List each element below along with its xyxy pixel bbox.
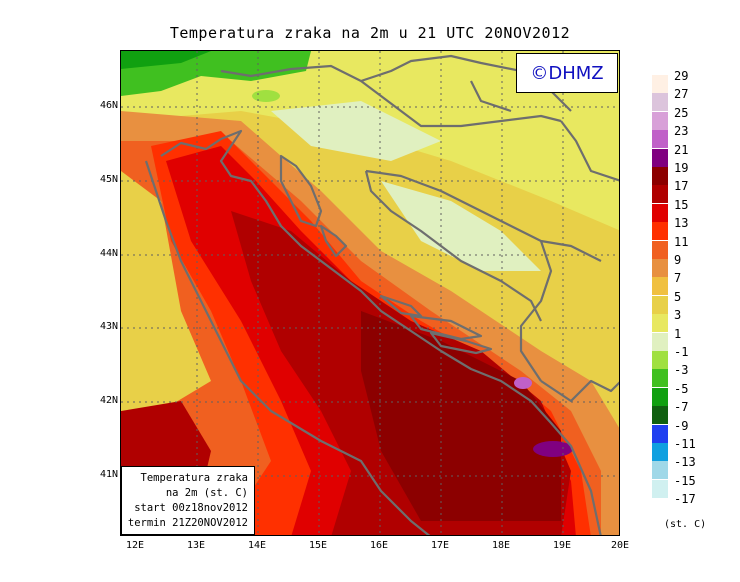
legend-swatch <box>652 498 668 517</box>
map-title: Temperatura zraka na 2m u 21 UTC 20NOV20… <box>169 24 571 42</box>
lon-label-13e: 13E <box>186 540 206 551</box>
legend-swatch <box>652 259 668 277</box>
legend-label: 7 <box>674 271 682 286</box>
legend-label: -7 <box>674 400 689 415</box>
legend-swatch <box>652 351 668 369</box>
legend-label: -17 <box>674 492 696 507</box>
legend-swatch <box>652 314 668 333</box>
legend-label: -11 <box>674 437 696 451</box>
legend-label: 23 <box>674 124 689 139</box>
lon-label-16e: 16E <box>369 540 389 551</box>
legend-label: -15 <box>674 473 696 488</box>
legend-swatch <box>652 424 668 443</box>
legend-swatch <box>652 111 668 130</box>
lon-label-12e: 12E <box>125 540 145 551</box>
legend-label: -9 <box>674 418 689 433</box>
legend-swatch <box>652 295 668 314</box>
legend-swatch <box>652 93 668 112</box>
field-warm-spot-small <box>514 377 532 389</box>
lon-label-19e: 19E <box>552 540 572 551</box>
temperature-map <box>120 50 620 536</box>
legend-swatch <box>652 369 668 388</box>
field-pale-north <box>271 101 441 161</box>
legend-swatch <box>652 461 668 480</box>
lat-label-42n: 42N <box>99 395 118 406</box>
legend-swatch <box>652 203 668 222</box>
legend-swatch <box>652 148 668 167</box>
legend-label: 25 <box>674 105 689 120</box>
info-line-start: start 00z18nov2012 <box>134 502 248 514</box>
field-warm-spot-east <box>533 441 573 457</box>
temperature-field <box>121 51 619 535</box>
legend-swatch <box>652 185 668 204</box>
legend-swatch <box>652 240 668 259</box>
info-box: Temperatura zraka na 2m (st. C) start 00… <box>121 466 255 535</box>
info-line-variable: Temperatura zraka <box>140 472 248 484</box>
legend-label: 29 <box>674 69 689 83</box>
legend-label: 15 <box>674 197 689 212</box>
legend-label: 1 <box>674 326 682 341</box>
legend-swatch <box>652 222 668 241</box>
legend-label: 5 <box>674 289 682 304</box>
field-darkest-red <box>361 311 561 521</box>
legend-label: -13 <box>674 455 696 470</box>
field-north-yellow <box>121 51 619 231</box>
info-line-termin: termin 21Z20NOV2012 <box>127 517 248 529</box>
legend-swatch <box>652 75 668 93</box>
legend-swatch <box>652 406 668 425</box>
lat-label-43n: 43N <box>99 321 118 332</box>
legend-label: 19 <box>674 161 689 175</box>
legend-label: -5 <box>674 381 689 396</box>
info-line-units: na 2m (st. C) <box>165 487 248 499</box>
legend-swatch <box>652 130 668 149</box>
legend-label: 11 <box>674 234 689 249</box>
coastlines <box>144 129 602 535</box>
legend-units: (st. C) <box>664 519 707 530</box>
legend-label: 21 <box>674 142 689 157</box>
lat-label-41n: 41N <box>99 469 118 480</box>
lon-label-15e: 15E <box>308 540 328 551</box>
lon-label-20e: 20E <box>610 540 630 551</box>
legend-label: 13 <box>674 216 689 231</box>
legend-swatch <box>652 479 668 498</box>
dhmz-logo: ©DHMZ <box>516 53 618 93</box>
legend-swatch <box>652 387 668 406</box>
legend-swatch <box>652 167 668 185</box>
legend-label: -1 <box>674 345 689 359</box>
lon-label-14e: 14E <box>247 540 267 551</box>
lat-label-44n: 44N <box>99 248 118 259</box>
lat-label-46n: 46N <box>99 100 118 111</box>
legend-swatch <box>652 443 668 461</box>
legend-label: 9 <box>674 253 682 267</box>
legend-label: -3 <box>674 363 689 378</box>
field-cool-patch <box>252 90 280 102</box>
legend-label: 3 <box>674 308 682 323</box>
lat-label-45n: 45N <box>99 174 118 185</box>
legend-swatch <box>652 332 668 351</box>
field-pale-bosnia <box>381 181 541 271</box>
lon-label-18e: 18E <box>491 540 511 551</box>
legend-swatch <box>652 277 668 296</box>
legend-label: 27 <box>674 87 689 102</box>
field-italy-yellow <box>121 171 211 431</box>
lon-label-17e: 17E <box>430 540 450 551</box>
legend-label: 17 <box>674 179 689 194</box>
field-cold-nw-core <box>121 51 211 69</box>
